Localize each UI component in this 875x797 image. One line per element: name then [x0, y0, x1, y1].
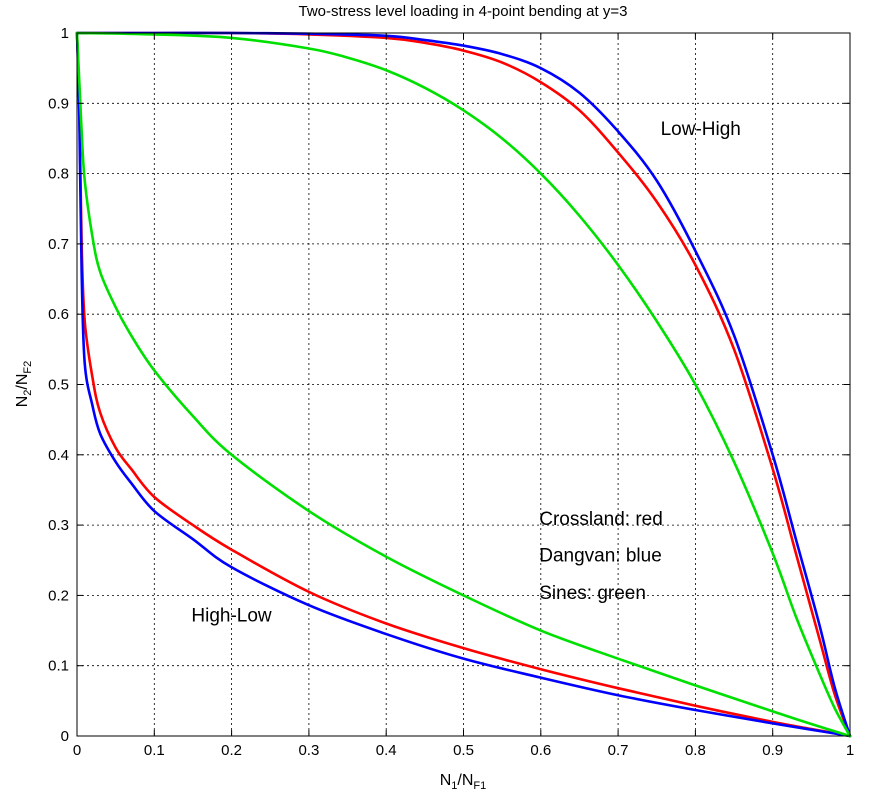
annotation-crossland: Crossland: red [539, 509, 663, 530]
x-tick-label-4: 0.4 [376, 742, 397, 759]
x-tick-label-10: 1 [846, 742, 854, 759]
y-tick-label-2: 0.2 [48, 587, 69, 604]
y-axis-label: N2/NF2 [14, 361, 34, 408]
chart-title: Two-stress level loading in 4-point bend… [299, 3, 628, 20]
y-tick-labels: 0 0.1 0.2 0.3 0.4 0.5 0.6 0.7 0.8 0.9 1 [48, 25, 69, 745]
y-tick-label-0: 0 [61, 728, 69, 745]
x-tick-labels: 0 0.1 0.2 0.3 0.4 0.5 0.6 0.7 0.8 0.9 1 [73, 742, 854, 759]
x-axis-label-main: N [440, 772, 452, 789]
x-tick-label-8: 0.8 [685, 742, 706, 759]
y-tick-label-6: 0.6 [48, 306, 69, 323]
y-axis-label-main: N [14, 396, 31, 408]
x-tick-label-3: 0.3 [298, 742, 319, 759]
x-tick-label-1: 0.1 [144, 742, 165, 759]
y-axis-label-sub1: 2 [22, 390, 34, 396]
x-tick-label-9: 0.9 [762, 742, 783, 759]
y-tick-label-1: 0.1 [48, 658, 69, 675]
x-tick-label-5: 0.5 [453, 742, 474, 759]
x-tick-label-0: 0 [73, 742, 81, 759]
x-axis-label-sep: /N [457, 772, 473, 789]
series-dangvan-high-low [75, 31, 852, 738]
y-tick-label-10: 1 [61, 25, 69, 42]
y-tick-label-3: 0.3 [48, 517, 69, 534]
x-axis-label: N1/NF1 [440, 772, 487, 792]
x-tick-label-7: 0.7 [608, 742, 629, 759]
x-tick-label-6: 0.6 [530, 742, 551, 759]
x-tick-label-2: 0.2 [221, 742, 242, 759]
annotations: Low-High High-Low Crossland: red Dangvan: b… [191, 119, 740, 626]
y-tick-label-4: 0.4 [48, 447, 69, 464]
y-tick-label-9: 0.9 [48, 95, 69, 112]
annotation-high-low: High-Low [191, 605, 272, 626]
series-sines-high-low [75, 31, 852, 738]
annotation-dangvan: Dangvan: blue [539, 546, 662, 567]
annotation-low-high: Low-High [661, 119, 741, 140]
y-tick-label-8: 0.8 [48, 166, 69, 183]
annotation-sines: Sines: green [539, 583, 646, 604]
y-tick-label-7: 0.7 [48, 236, 69, 253]
series-sines-low-high [75, 31, 852, 738]
y-tick-label-5: 0.5 [48, 377, 69, 394]
y-axis-label-sep: /N [14, 374, 31, 390]
x-axis-label-sub1: 1 [451, 780, 457, 792]
y-axis-label-sub2: F2 [22, 361, 34, 374]
axis-ticks [76, 32, 851, 737]
series-crossland-high-low [75, 31, 852, 738]
x-axis-label-sub2: F1 [473, 780, 486, 792]
